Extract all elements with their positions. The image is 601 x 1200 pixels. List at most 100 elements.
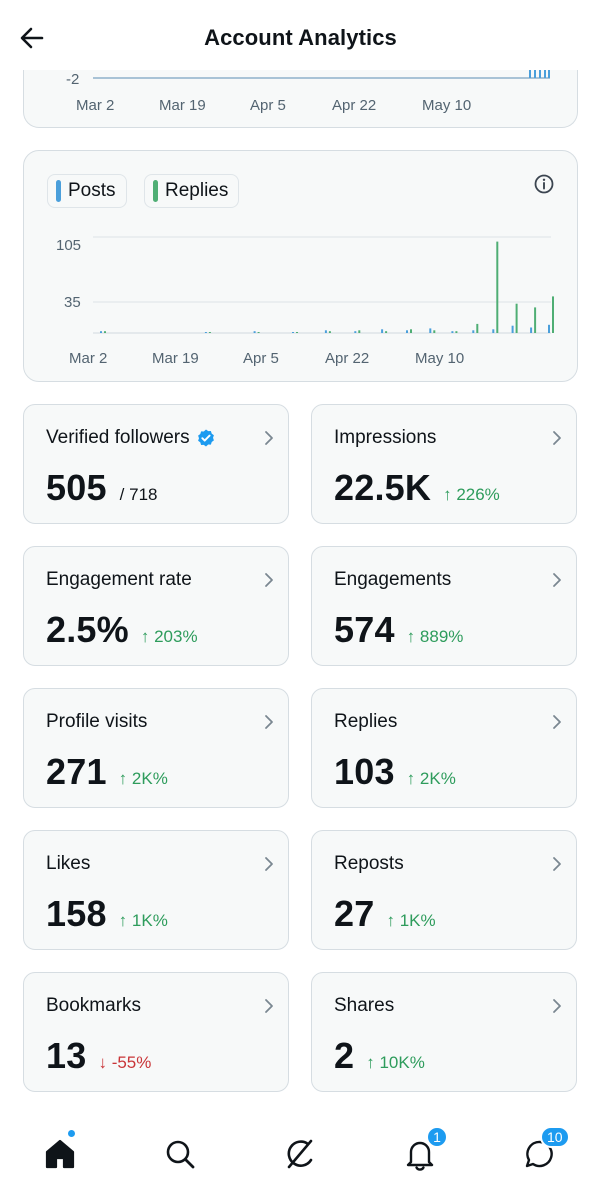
replies-bar (515, 303, 518, 333)
reposts-card[interactable]: Reposts 27 ↑ 1K% (311, 830, 577, 950)
stat-label-row: Replies (334, 711, 397, 733)
info-icon[interactable] (533, 173, 555, 195)
replies-bar (385, 331, 388, 333)
top-chart-x-tick: Mar 2 (76, 97, 114, 114)
y-tick-label: 105 (56, 237, 81, 254)
replies-bar (496, 241, 499, 333)
stat-delta: ↑ 2K% (407, 769, 456, 789)
replies-bar (552, 296, 554, 333)
chevron-right-icon (553, 999, 561, 1013)
stat-label-row: Engagements (334, 569, 451, 591)
up-arrow-icon: ↑ (118, 911, 128, 930)
stat-delta-value: 1K% (399, 911, 436, 930)
shares-card[interactable]: Shares 2 ↑ 10K% (311, 972, 577, 1092)
up-arrow-icon: ↑ (366, 1053, 375, 1072)
stat-delta: ↑ 1K% (119, 911, 168, 931)
posts-bar (354, 331, 357, 333)
stat-value-row: 505 / 718 (46, 467, 157, 509)
chevron-right-icon (265, 431, 273, 445)
stat-label-row: Profile visits (46, 711, 147, 733)
engagements-card[interactable]: Engagements 574 ↑ 889% (311, 546, 577, 666)
stat-value-row: 271 ↑ 2K% (46, 751, 168, 793)
posts-replies-chart: 105 35 Mar 2 Mar 19 Apr 5 Apr 22 May 10 (56, 236, 554, 367)
impressions-card[interactable]: Impressions 22.5K ↑ 226% (311, 404, 577, 524)
stat-value: 2.5% (46, 609, 129, 650)
stat-label-row: Likes (46, 853, 90, 875)
top-chart-bar (548, 66, 550, 78)
stat-delta: ↑ 10K% (366, 1053, 425, 1073)
posts-bar (511, 325, 514, 333)
likes-card[interactable]: Likes 158 ↑ 1K% (23, 830, 289, 950)
stat-value: 22.5K (334, 467, 432, 508)
top-chart-y-tick: -2 (66, 71, 79, 88)
replies-card[interactable]: Replies 103 ↑ 2K% (311, 688, 577, 808)
top-chart-x-tick: Apr 5 (250, 97, 286, 114)
stat-label-row: Impressions (334, 427, 436, 449)
posts-bar (292, 332, 294, 333)
posts-bar (472, 330, 475, 333)
stat-delta: ↑ 203% (141, 627, 198, 647)
chevron-right-icon (553, 573, 561, 587)
stat-label-row: Shares (334, 995, 394, 1017)
bookmarks-card[interactable]: Bookmarks 13 ↓ -55% (23, 972, 289, 1092)
arrow-left-icon[interactable] (16, 22, 48, 54)
posts-bar (100, 331, 102, 333)
legend-posts[interactable]: Posts (47, 174, 127, 208)
x-tick-label: Mar 2 (69, 350, 107, 367)
y-tick-label: 35 (64, 294, 81, 311)
stat-delta-value: 2K% (131, 769, 168, 788)
stat-total: / 718 (119, 485, 158, 504)
stat-value: 2 (334, 1035, 355, 1076)
down-arrow-icon: ↓ (98, 1053, 107, 1072)
chevron-right-icon (553, 715, 561, 729)
posts-bar (324, 330, 327, 333)
stat-value: 27 (334, 893, 375, 934)
stat-label: Shares (334, 995, 395, 1016)
profile-visits-card[interactable]: Profile visits 271 ↑ 2K% (23, 688, 289, 808)
replies-bar (296, 332, 298, 333)
replies-bar (208, 332, 211, 333)
top-chart-x-tick: May 10 (422, 97, 471, 114)
stat-delta-value: 226% (456, 485, 500, 504)
stat-label: Profile visits (46, 711, 148, 732)
posts-bar (204, 332, 207, 333)
search-icon[interactable] (158, 1132, 202, 1176)
stat-delta: ↓ -55% (98, 1053, 151, 1073)
stat-label: Likes (46, 853, 91, 874)
top-chart-bar (529, 66, 531, 78)
stat-delta: ↑ 1K% (386, 911, 435, 931)
stat-delta: ↑ 226% (443, 485, 500, 505)
up-arrow-icon: ↑ (118, 769, 128, 788)
top-chart: -2 Mar 2 Mar 19 Apr 5 Apr 22 May 10 (66, 66, 550, 114)
stat-value-row: 27 ↑ 1K% (334, 893, 436, 935)
stat-label-row: Verified followers (46, 427, 216, 449)
messages-badge: 10 (540, 1126, 570, 1148)
stat-value-row: 574 ↑ 889% (334, 609, 463, 651)
posts-bar (253, 331, 256, 333)
x-tick-label: Apr 22 (325, 350, 369, 367)
up-arrow-icon: ↑ (443, 485, 452, 504)
verified-followers-card[interactable]: Verified followers 505 / 718 (23, 404, 289, 524)
x-tick-label: May 10 (415, 350, 464, 367)
home-icon[interactable] (38, 1132, 82, 1176)
legend-replies[interactable]: Replies (144, 174, 240, 208)
posts-bar (406, 330, 408, 333)
bell-icon[interactable] (398, 1132, 442, 1176)
legend-replies-swatch (153, 180, 158, 202)
stat-value-row: 22.5K ↑ 226% (334, 467, 500, 509)
grok-icon[interactable] (278, 1132, 322, 1176)
engagement-rate-card[interactable]: Engagement rate 2.5% ↑ 203% (23, 546, 289, 666)
posts-bar (429, 328, 432, 333)
replies-bar (476, 323, 479, 333)
stat-label: Replies (334, 711, 398, 732)
stat-value-row: 103 ↑ 2K% (334, 751, 456, 793)
legend-replies-label: Replies (165, 180, 229, 201)
replies-bar (104, 331, 106, 333)
top-chart-bar (534, 66, 536, 78)
stat-value-row: 13 ↓ -55% (46, 1035, 151, 1077)
replies-bar (358, 330, 361, 333)
stat-value: 103 (334, 751, 395, 792)
chevron-right-icon (265, 999, 273, 1013)
verified-badge-icon (197, 429, 214, 447)
x-tick-label: Mar 19 (152, 350, 199, 367)
